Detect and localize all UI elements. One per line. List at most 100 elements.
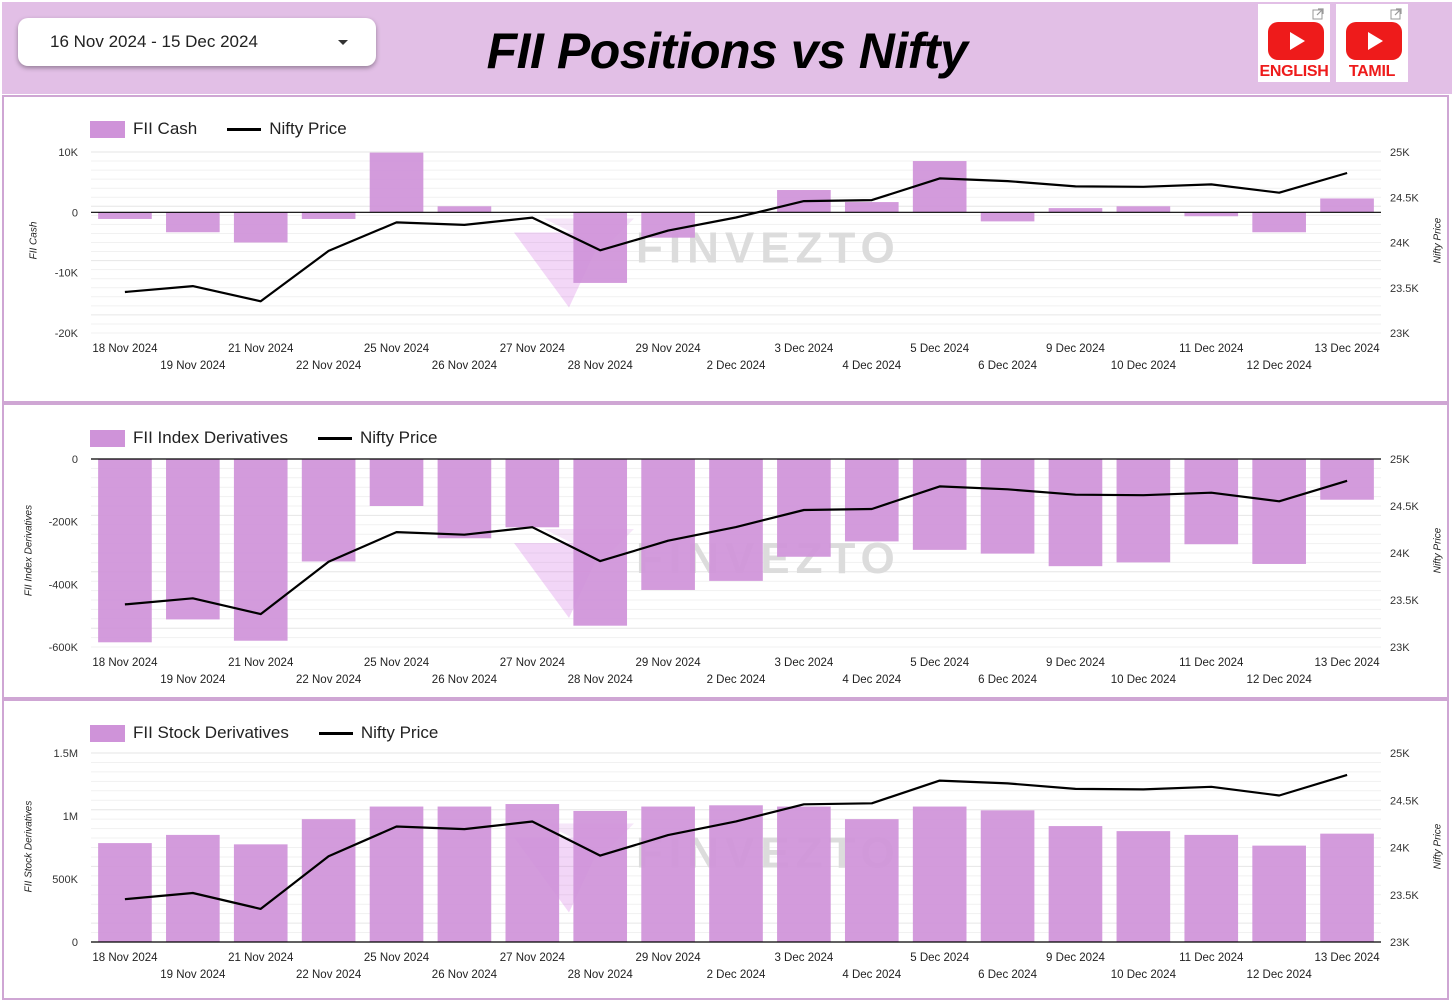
bar	[573, 459, 628, 626]
y2-tick-label: 23K	[1390, 937, 1410, 949]
x-tick-label: 6 Dec 2024	[978, 674, 1037, 686]
bar	[573, 212, 628, 283]
x-tick-label: 12 Dec 2024	[1247, 674, 1313, 686]
bar	[1048, 826, 1103, 942]
y2-tick-label: 23K	[1390, 642, 1410, 654]
bar	[1252, 212, 1306, 233]
x-tick-label: 2 Dec 2024	[707, 674, 766, 686]
x-tick-label: 9 Dec 2024	[1046, 343, 1105, 355]
bar	[233, 844, 288, 942]
x-tick-label: 3 Dec 2024	[774, 952, 833, 964]
external-link-icon	[1312, 8, 1324, 20]
y2-tick-label: 24K	[1390, 238, 1410, 250]
y-tick-label: -400K	[49, 579, 79, 591]
bar	[1116, 831, 1171, 942]
x-tick-label: 19 Nov 2024	[160, 674, 226, 686]
bar	[301, 212, 356, 219]
y2-tick-label: 24K	[1390, 548, 1410, 560]
bar	[1320, 459, 1374, 500]
bar	[1320, 198, 1374, 213]
bar	[166, 834, 220, 942]
y2-tick-label: 24.5K	[1390, 795, 1419, 807]
bar	[98, 212, 152, 219]
x-tick-label: 9 Dec 2024	[1046, 952, 1105, 964]
y2-tick-label: 25K	[1390, 454, 1410, 466]
bar	[912, 161, 967, 213]
bar	[1252, 459, 1306, 564]
y-tick-label: -200K	[49, 517, 79, 529]
bar	[98, 459, 152, 643]
x-tick-label: 5 Dec 2024	[910, 657, 969, 669]
legend-bar-label: FII Index Derivatives	[133, 428, 288, 447]
bar	[1116, 459, 1171, 563]
youtube-tamil-button[interactable]: TAMIL	[1336, 4, 1408, 82]
bar	[641, 806, 695, 942]
chart-legend: FII Cash Nifty Price	[90, 119, 347, 139]
x-tick-label: 10 Dec 2024	[1111, 674, 1177, 686]
x-tick-label: 21 Nov 2024	[228, 343, 294, 355]
legend-bar-label: FII Cash	[133, 119, 198, 138]
nifty-price-line	[124, 171, 1348, 303]
y2-tick-label: 23.5K	[1390, 890, 1419, 902]
bar	[505, 459, 560, 528]
nifty-price-line	[124, 479, 1348, 616]
x-tick-label: 13 Dec 2024	[1314, 657, 1380, 669]
x-tick-label: 4 Dec 2024	[842, 674, 901, 686]
chevron-down-icon[interactable]	[338, 40, 348, 45]
bar	[437, 459, 492, 539]
bar	[301, 819, 356, 942]
youtube-tamil-label: TAMIL	[1348, 63, 1396, 80]
x-tick-label: 2 Dec 2024	[707, 969, 766, 981]
x-tick-label: 28 Nov 2024	[568, 969, 634, 981]
x-tick-label: 6 Dec 2024	[978, 969, 1037, 981]
x-tick-label: 9 Dec 2024	[1046, 657, 1105, 669]
x-tick-label: 29 Nov 2024	[635, 343, 701, 355]
y-tick-label: -20K	[55, 328, 79, 340]
x-tick-label: 11 Dec 2024	[1179, 952, 1244, 964]
x-tick-label: 11 Dec 2024	[1179, 657, 1244, 669]
bar	[844, 819, 899, 942]
youtube-icon	[1268, 22, 1324, 60]
y2-tick-label: 25K	[1390, 748, 1410, 760]
bar	[369, 152, 424, 213]
bar	[1184, 834, 1239, 942]
bar-legend-swatch	[90, 429, 125, 447]
date-range-picker[interactable]: 16 Nov 2024 - 15 Dec 2024	[18, 18, 376, 66]
bar	[709, 459, 763, 581]
y2-tick-label: 24.5K	[1390, 192, 1419, 204]
x-tick-label: 12 Dec 2024	[1247, 969, 1313, 981]
x-tick-label: 4 Dec 2024	[842, 969, 901, 981]
chart-legend: FII Stock Derivatives Nifty Price	[90, 723, 438, 743]
bar	[166, 212, 220, 233]
x-tick-label: 18 Nov 2024	[92, 952, 158, 964]
bar	[437, 206, 492, 213]
line-legend-swatch	[317, 436, 352, 440]
x-tick-label: 26 Nov 2024	[432, 360, 498, 372]
page-title: FII Positions vs Nifty	[486, 23, 968, 79]
fii-index-derivatives-chart: 0-200K-400K-600K25K24.5K24K23.5K23KFINVE…	[49, 454, 1420, 686]
x-tick-label: 21 Nov 2024	[228, 657, 294, 669]
y2-tick-label: 23K	[1390, 328, 1410, 340]
x-tick-label: 27 Nov 2024	[500, 657, 566, 669]
bar	[844, 202, 899, 213]
fii-stock-derivatives-chart: 1.5M1M500K025K24.5K24K23.5K23KFINVEZTO18…	[52, 748, 1419, 981]
bar	[369, 806, 424, 942]
y-tick-label: -10K	[55, 268, 79, 280]
bar	[777, 459, 831, 557]
youtube-english-button[interactable]: ENGLISH	[1258, 4, 1330, 82]
x-tick-label: 12 Dec 2024	[1247, 360, 1313, 372]
x-tick-label: 5 Dec 2024	[910, 343, 969, 355]
legend-line-label: Nifty Price	[269, 119, 347, 138]
bar	[1048, 208, 1103, 213]
bar	[1048, 459, 1103, 567]
y-tick-label: 1M	[63, 811, 78, 823]
bar-legend-swatch	[90, 724, 125, 742]
x-tick-label: 28 Nov 2024	[568, 360, 634, 372]
fii-index-derivatives-chart-panel: FII Index Derivatives Nifty Price FII In…	[2, 403, 1449, 699]
x-tick-label: 25 Nov 2024	[364, 952, 430, 964]
legend-bar-label: FII Stock Derivatives	[133, 723, 289, 742]
x-tick-label: 28 Nov 2024	[568, 674, 634, 686]
x-tick-label: 19 Nov 2024	[160, 360, 226, 372]
x-tick-label: 10 Dec 2024	[1111, 969, 1177, 981]
x-tick-label: 29 Nov 2024	[635, 952, 701, 964]
